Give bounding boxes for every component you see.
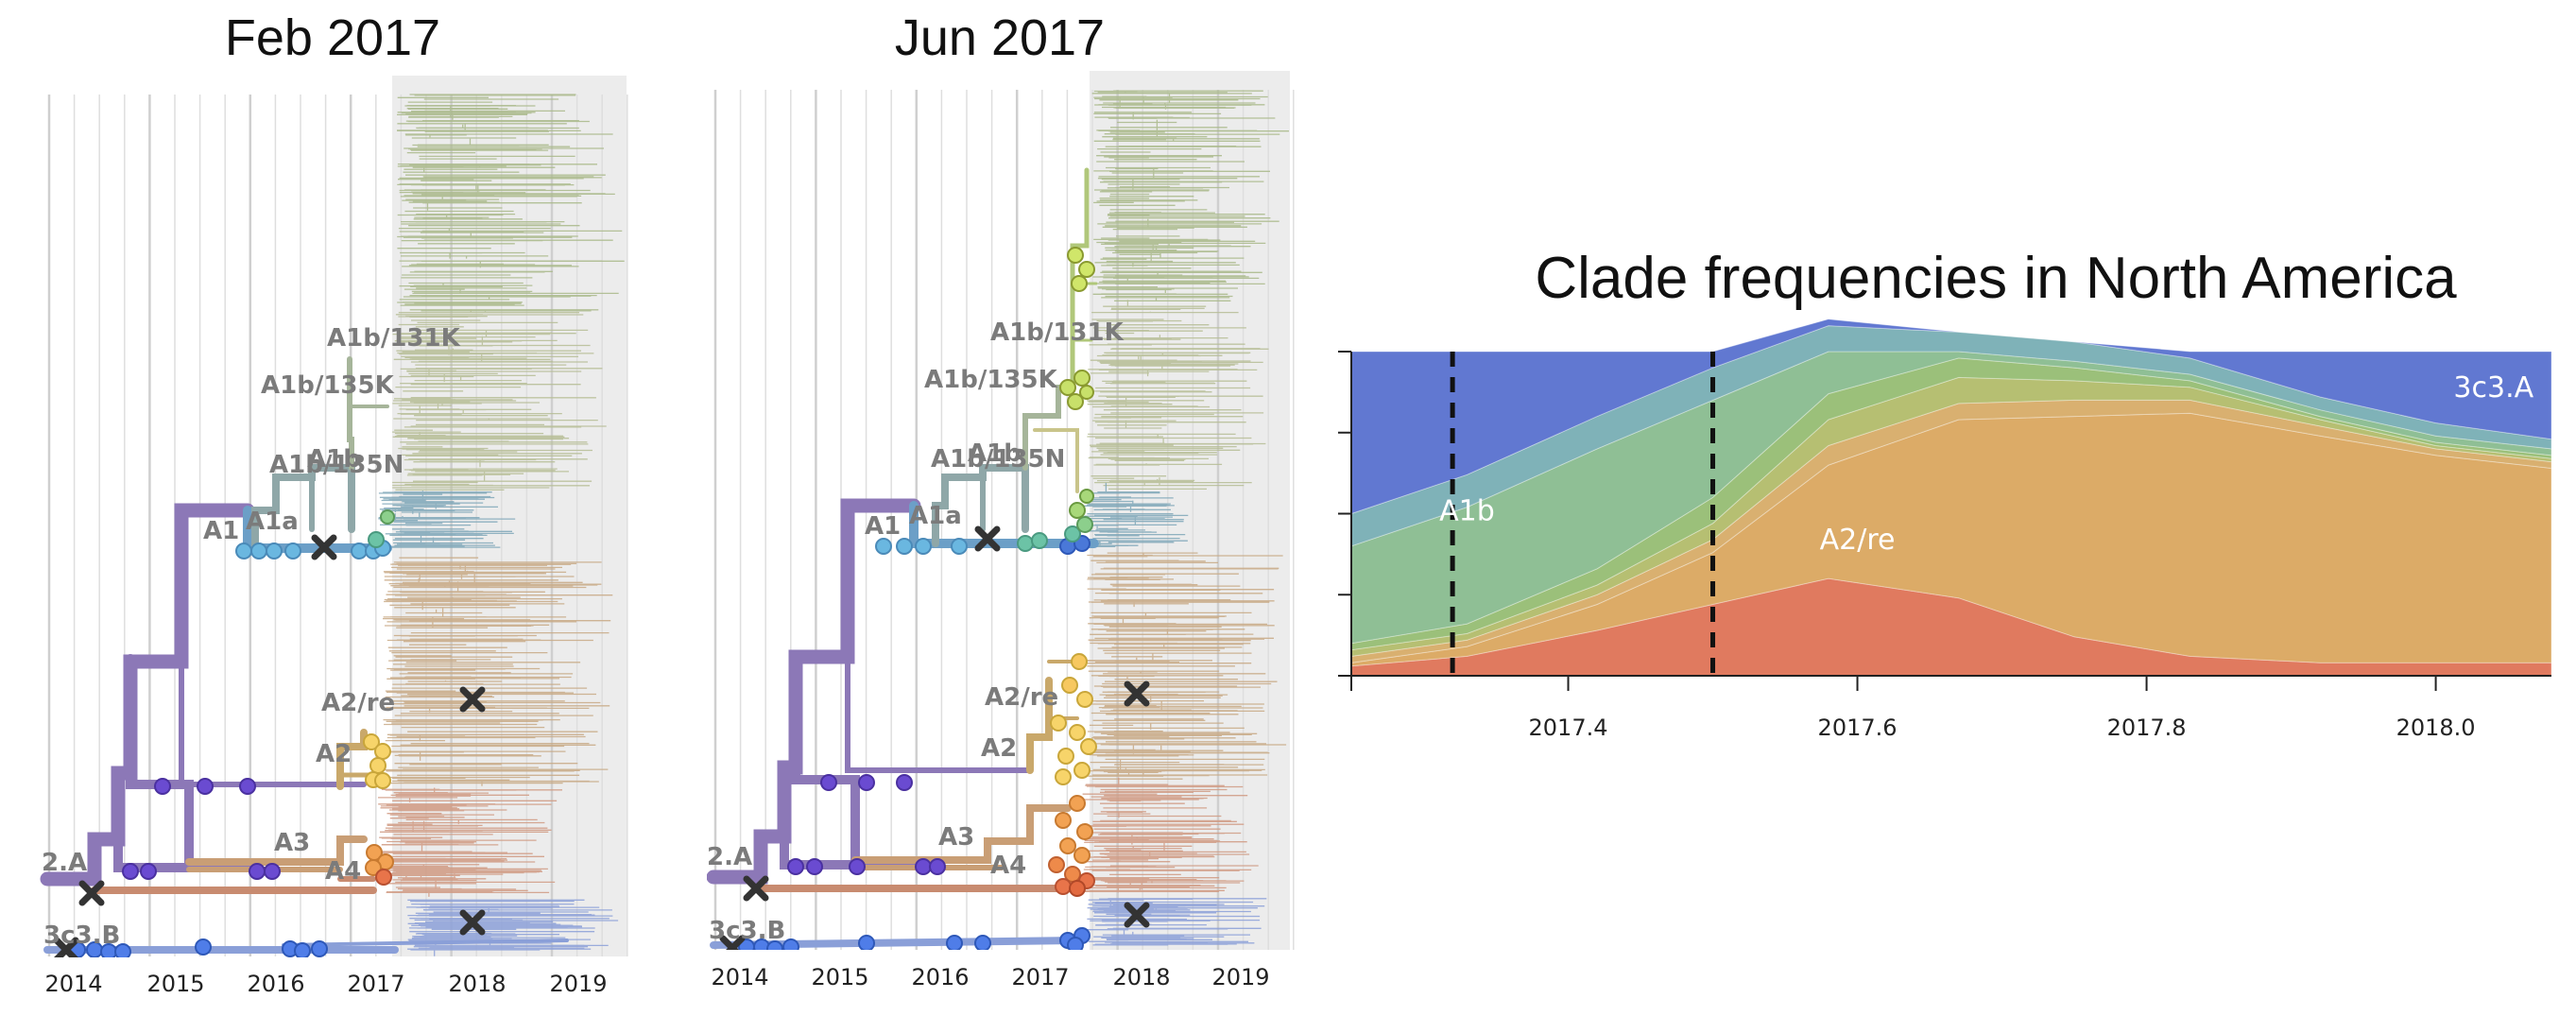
tip-cluster	[1087, 300, 1269, 491]
x-axis: 2014 2015 2016 2017 2018 2019	[44, 971, 607, 997]
clade-label-a1b-131k: A1b/131K	[990, 319, 1125, 347]
x-tick-label: 2017	[347, 971, 404, 997]
clade-label-2a: 2.A	[707, 843, 752, 871]
x-tick-label: 2014	[44, 971, 102, 997]
area-series	[1350, 319, 2552, 677]
panel-title: Jun 2017	[895, 9, 1105, 66]
clade-label-a2-re: A2/re	[985, 683, 1058, 712]
clade-label-a1: A1	[865, 512, 901, 541]
clade-label-a3: A3	[274, 829, 310, 857]
clade-label-a4: A4	[325, 857, 361, 886]
clade-label-a1b: A1b	[307, 445, 361, 474]
clade-label-a1b-131k: A1b/131K	[327, 324, 461, 353]
extinct-markers	[53, 534, 486, 957]
clade-labels: A1b/131K A1b/135K A1b/135N A1b A1a A1 A2…	[42, 324, 461, 950]
tip-cluster	[378, 787, 562, 897]
tip-cluster	[397, 94, 625, 312]
x-tick-label: 2017.6	[1818, 715, 1898, 741]
tip-cluster	[1083, 482, 1189, 547]
clade-label-a1b-135n: A1b/135N	[269, 451, 404, 479]
tree-panel-jun: Jun 2017	[707, 9, 1295, 990]
tip-cluster	[392, 309, 607, 491]
x-tick-label: 2018.0	[2396, 715, 2476, 741]
x-ticks: 2017.4 2017.6 2017.8 2018.0	[1529, 676, 2476, 741]
clade-label-a1b-135k: A1b/135K	[924, 366, 1058, 394]
x-tick-label: 2016	[247, 971, 304, 997]
extinct-markers	[719, 525, 1150, 950]
x-axis: 2014 2015 2016 2017 2018 2019	[711, 964, 1269, 990]
area-series-7	[1350, 319, 2552, 515]
clade-label-a1b-135n: A1b/135N	[931, 445, 1065, 474]
clade-labels: A1b/131K A1b/135K A1b/135N A1b A1a A1 A2…	[707, 319, 1125, 945]
clade-label-a2-re: A2/re	[321, 689, 395, 717]
tip-fuzz	[378, 94, 625, 956]
tree	[707, 90, 1289, 950]
panel-title: Feb 2017	[225, 9, 440, 66]
area-label: 3c3.A	[2453, 371, 2533, 405]
area-label: A1b	[1439, 494, 1495, 527]
clade-label-a2: A2	[316, 740, 352, 768]
x-tick-label: 2016	[911, 964, 969, 990]
x-tick-label: 2018	[1112, 964, 1170, 990]
clade-label-a4: A4	[990, 852, 1026, 880]
clade-label-a1a: A1a	[246, 508, 299, 536]
dashed-markers	[1450, 352, 1716, 676]
area-annotations: A1b A2/re 3c3.A	[1439, 371, 2534, 557]
tree-nodes	[69, 509, 395, 957]
chart-title: Clade frequencies in North America	[1535, 246, 2457, 311]
clade-label-a3: A3	[938, 823, 974, 852]
tree-nodes	[738, 247, 1097, 950]
clade-label-a1: A1	[203, 517, 239, 545]
frequency-chart: Clade frequencies in North America 2017.…	[1338, 246, 2552, 741]
tip-fuzz	[1082, 90, 1289, 946]
tip-cluster	[1082, 777, 1259, 893]
clade-label-a1b: A1b	[968, 439, 1022, 468]
tree-branches	[707, 167, 1099, 949]
x-tick-label: 2018	[448, 971, 506, 997]
clade-label-a1a: A1a	[909, 502, 962, 530]
clade-label-3c3b: 3c3.B	[709, 917, 785, 945]
area-label: A2/re	[1820, 524, 1896, 557]
x-tick-label: 2017.4	[1529, 715, 1608, 741]
clade-label-2a: 2.A	[42, 849, 87, 877]
x-tick-label: 2019	[549, 971, 607, 997]
x-tick-label: 2015	[811, 964, 868, 990]
axes	[1338, 351, 2551, 691]
clade-label-a1b-135k: A1b/135K	[261, 371, 395, 400]
tip-cluster	[383, 557, 613, 786]
tree	[40, 94, 625, 957]
tip-cluster	[1087, 898, 1267, 946]
tree-panel-feb: Feb 2017	[40, 9, 628, 997]
x-tick-label: 2017	[1011, 964, 1069, 990]
tip-cluster	[1091, 90, 1289, 301]
x-tick-label: 2015	[146, 971, 204, 997]
clade-label-a2: A2	[981, 734, 1017, 763]
tip-cluster	[1087, 552, 1287, 780]
grid-lines	[47, 95, 628, 956]
tip-cluster	[378, 491, 516, 548]
x-tick-label: 2017.8	[2107, 715, 2187, 741]
x-tick-label: 2019	[1211, 964, 1269, 990]
clade-label-3c3b: 3c3.B	[43, 921, 120, 950]
x-tick-label: 2014	[711, 964, 768, 990]
